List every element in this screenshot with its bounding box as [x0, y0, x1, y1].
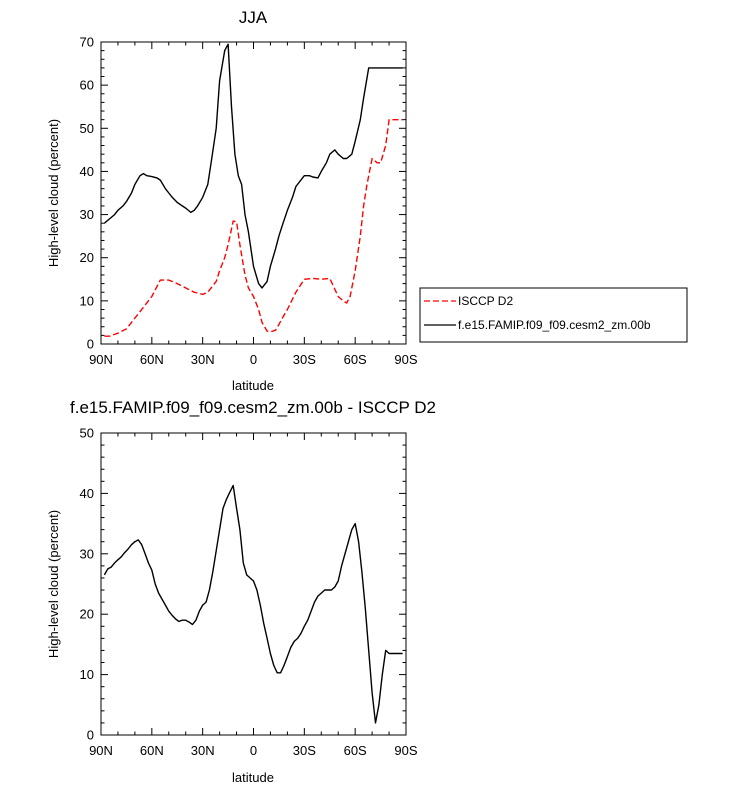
top-y-tick-label: 30 [80, 207, 94, 222]
bottom-x-tick-label: 30N [191, 743, 215, 758]
top-x-tick-label: 90S [394, 352, 417, 367]
bottom-y-tick-label: 0 [87, 728, 94, 743]
legend-label-isccp: ISCCP D2 [458, 294, 513, 308]
bottom-y-tick-label: 10 [80, 667, 94, 682]
bottom-chart: f.e15.FAMIP.f09_f09.cesm2_zm.00b - ISCCP… [46, 398, 436, 785]
top-x-tick-label: 30N [191, 352, 215, 367]
legend-box [419, 287, 688, 343]
top-x-tick-label: 60S [344, 352, 367, 367]
bottom-chart-title: f.e15.FAMIP.f09_f09.cesm2_zm.00b - ISCCP… [70, 398, 436, 417]
top-chart-title: JJA [239, 8, 268, 27]
top-y-tick-label: 0 [87, 337, 94, 352]
top-series-line-f-e15-famip-f09-f09-cesm2-zm-00b [103, 43, 403, 289]
bottom-x-tick-label: 30S [293, 743, 316, 758]
top-y-tick-label: 40 [80, 164, 94, 179]
bottom-x-tick-label: 0 [250, 743, 257, 758]
top-plot-frame [100, 41, 407, 345]
bottom-y-tick-label: 30 [80, 546, 94, 561]
bottom-series-line-difference [103, 484, 403, 724]
top-y-tick-label: 20 [80, 250, 94, 265]
bottom-y-tick-label: 40 [80, 486, 94, 501]
top-chart: JJA 90N 60N 30N 0 30S 60S 90S 010203040506070 … [46, 8, 418, 393]
legend: ISCCP D2 f.e15.FAMIP.f09_f09.cesm2_zm.00… [419, 287, 688, 343]
top-x-axis-label: latitude [232, 378, 274, 393]
top-y-tick-label: 70 [80, 35, 94, 50]
legend-label-cesm2: f.e15.FAMIP.f09_f09.cesm2_zm.00b [458, 318, 651, 332]
top-series-line-isccp-d2 [104, 118, 403, 337]
top-y-tick-label: 60 [80, 78, 94, 93]
bottom-y-tick-label: 50 [80, 426, 94, 441]
bottom-x-tick-label: 90N [89, 743, 113, 758]
bottom-x-axis-label: latitude [232, 770, 274, 785]
top-y-tick-label: 10 [80, 293, 94, 308]
bottom-y-tick-label: 20 [80, 607, 94, 622]
top-x-tick-label: 60N [140, 352, 164, 367]
bottom-y-axis-label: High-level cloud (percent) [46, 510, 61, 658]
top-y-tick-label: 50 [80, 121, 94, 136]
top-x-tick-label: 0 [250, 352, 257, 367]
bottom-x-tick-label: 60N [140, 743, 164, 758]
bottom-x-tick-label: 60S [344, 743, 367, 758]
bottom-plot-frame [100, 432, 407, 736]
top-y-axis-label: High-level cloud (percent) [46, 119, 61, 267]
bottom-x-tick-label: 90S [394, 743, 417, 758]
top-x-tick-label: 30S [293, 352, 316, 367]
top-x-tick-label: 90N [89, 352, 113, 367]
